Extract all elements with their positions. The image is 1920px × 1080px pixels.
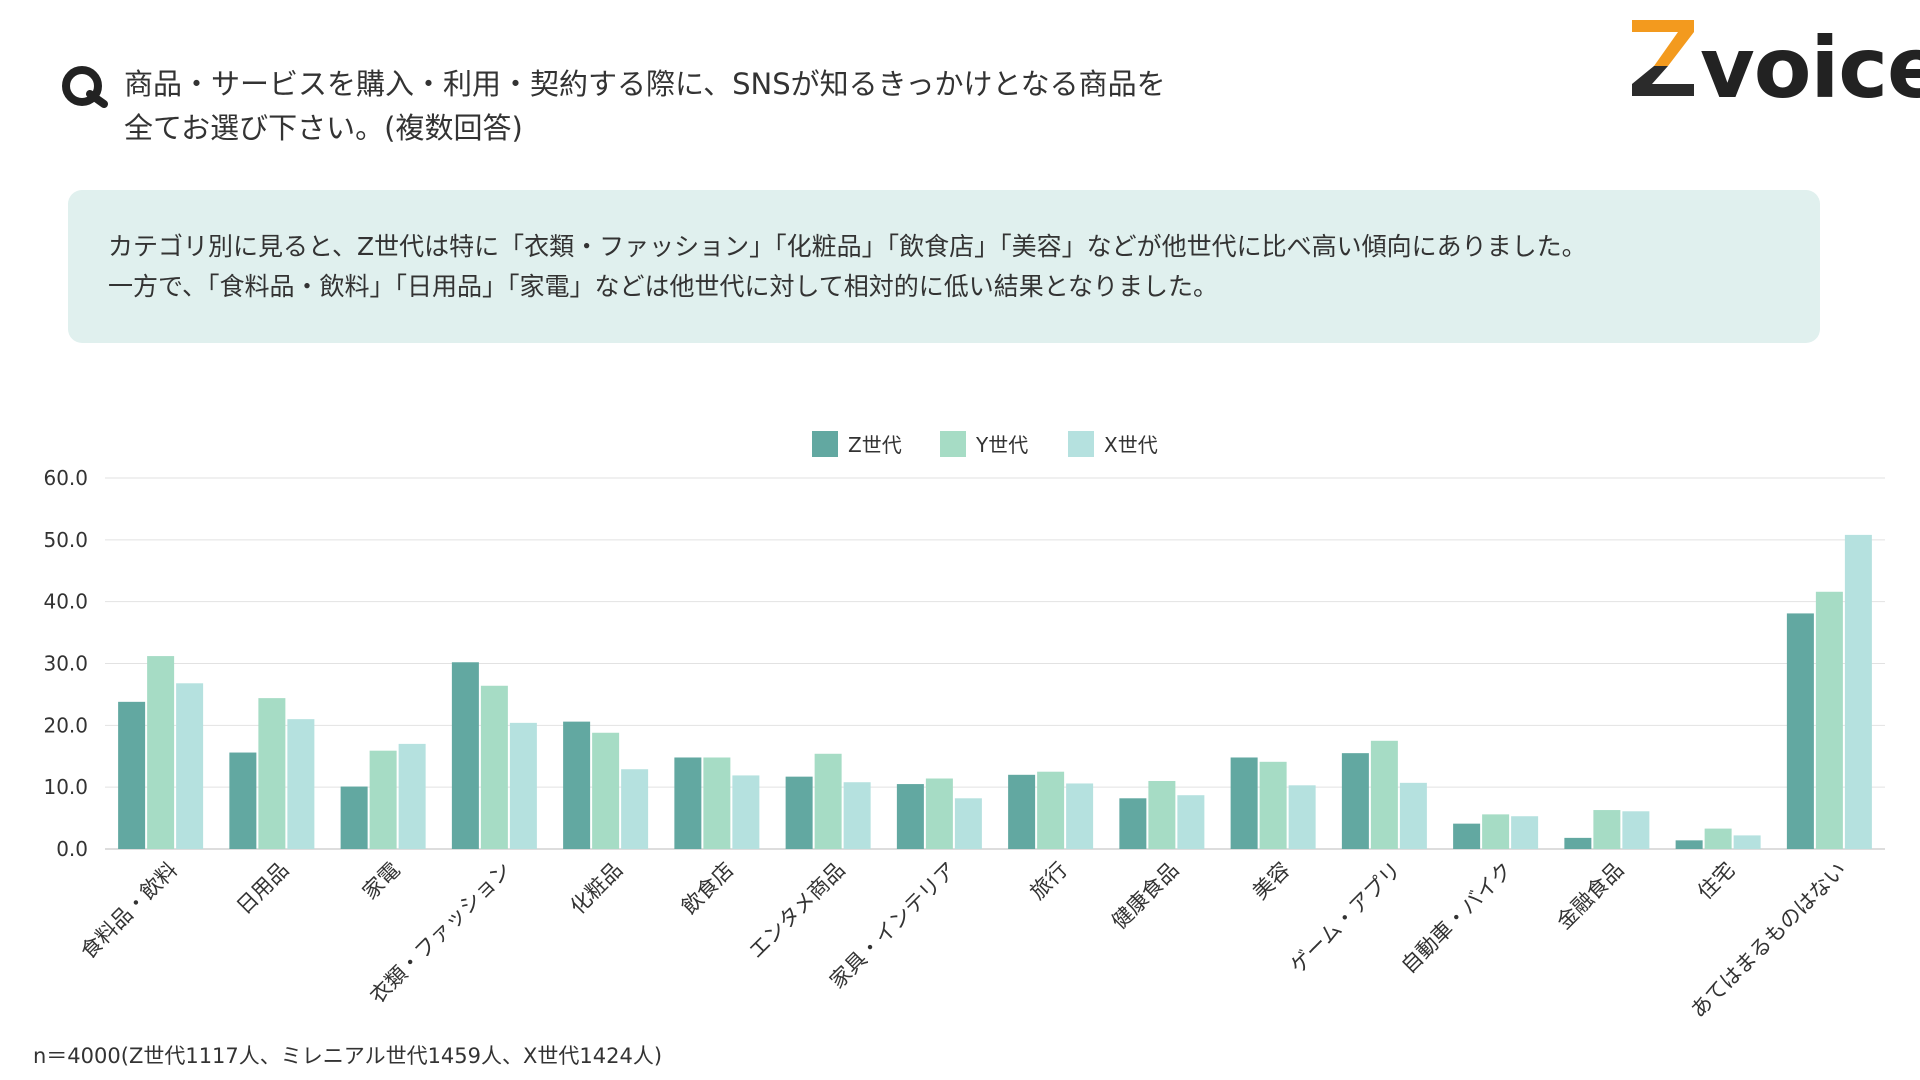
summary-box: カテゴリ別に見ると、Z世代は特に「衣類・ファッション」「化粧品」「飲食店」「美容… [68, 190, 1820, 343]
bar [1453, 823, 1481, 849]
bar [814, 753, 842, 849]
bar [1148, 780, 1176, 849]
bar [1341, 753, 1369, 849]
summary-line-1: カテゴリ別に見ると、Z世代は特に「衣類・ファッション」「化粧品」「飲食店」「美容… [108, 232, 1587, 261]
bar [1593, 810, 1621, 849]
x-tick-label: 金融食品 [1552, 858, 1628, 934]
bar [1482, 814, 1510, 849]
x-tick-label: 食料品・飲料 [76, 858, 182, 964]
bar [509, 722, 537, 849]
bar [592, 732, 620, 849]
y-tick-label: 20.0 [43, 713, 88, 737]
y-tick-label: 60.0 [43, 466, 88, 490]
x-tick-label: 自動車・バイク [1397, 858, 1518, 979]
bar [118, 701, 146, 849]
y-tick-label: 0.0 [56, 837, 88, 861]
x-tick-label: 日用品 [232, 858, 294, 920]
y-tick-label: 30.0 [43, 652, 88, 676]
bar [925, 778, 953, 849]
sample-size-footnote: n＝4000(Z世代1117人、ミレニアル世代1459人、X世代1424人) [33, 1044, 663, 1068]
bar [480, 685, 508, 849]
legend-label: X世代 [1104, 433, 1158, 457]
bar [563, 721, 591, 849]
bar [1399, 782, 1427, 849]
bar [732, 775, 760, 849]
x-tick-label: ゲーム・アプリ [1285, 858, 1405, 978]
question-text: 商品・サービスを購入・利用・契約する際に、SNSが知るきっかけとなる商品を 全て… [124, 62, 1166, 150]
bar [1177, 795, 1205, 849]
question-icon [62, 66, 108, 108]
question-line-1: 商品・サービスを購入・利用・契約する際に、SNSが知るきっかけとなる商品を [124, 67, 1166, 101]
bar [674, 757, 702, 849]
bar [1066, 783, 1094, 849]
bar [1733, 835, 1761, 849]
bar [1008, 774, 1036, 849]
bar [1370, 740, 1398, 849]
bar [1259, 761, 1287, 849]
x-tick-label: 旅行 [1025, 858, 1072, 905]
bar [398, 743, 426, 849]
bar [896, 784, 924, 849]
bar [229, 752, 257, 849]
bar [340, 786, 368, 849]
bar [1675, 840, 1703, 849]
x-tick-label: 家電 [358, 858, 405, 905]
summary-line-2: 一方で、「食料品・飲料」「日用品」「家電」などは他世代に対して相対的に低い結果と… [108, 272, 1219, 301]
bar [785, 776, 813, 849]
bar [1844, 534, 1872, 849]
bar [287, 719, 315, 849]
x-tick-label: 飲食店 [677, 858, 739, 920]
bar [176, 683, 204, 849]
bar [1704, 828, 1732, 849]
bar [1786, 613, 1814, 849]
bar [1622, 811, 1650, 849]
bar [843, 782, 871, 849]
bar [147, 656, 175, 849]
bar [1815, 591, 1843, 849]
x-tick-label: 健康食品 [1107, 858, 1183, 934]
x-tick-label: エンタメ商品 [744, 858, 850, 964]
bar [1230, 757, 1258, 849]
legend-label: Y世代 [975, 433, 1028, 457]
bar [1511, 816, 1539, 849]
bar [451, 662, 479, 849]
legend-swatch [812, 431, 838, 457]
legend-swatch [940, 431, 966, 457]
bar [258, 698, 286, 849]
bar [1564, 837, 1592, 849]
x-tick-label: 化粧品 [566, 858, 628, 920]
x-tick-label: 美容 [1248, 858, 1295, 905]
bar [369, 750, 397, 849]
x-tick-label: 住宅 [1693, 858, 1740, 905]
bar [1037, 771, 1065, 849]
bar [1288, 785, 1316, 849]
legend-label: Z世代 [848, 433, 902, 457]
question-line-2: 全てお選び下さい。(複数回答) [124, 111, 523, 145]
logo-text: voice [1700, 19, 1920, 117]
legend-swatch [1068, 431, 1094, 457]
bar [954, 798, 982, 849]
bar [703, 757, 731, 849]
y-tick-label: 10.0 [43, 775, 88, 799]
bar [621, 769, 649, 849]
y-tick-label: 50.0 [43, 528, 88, 552]
z-logo-icon [1632, 20, 1694, 96]
y-tick-label: 40.0 [43, 590, 88, 614]
bar [1119, 798, 1147, 849]
